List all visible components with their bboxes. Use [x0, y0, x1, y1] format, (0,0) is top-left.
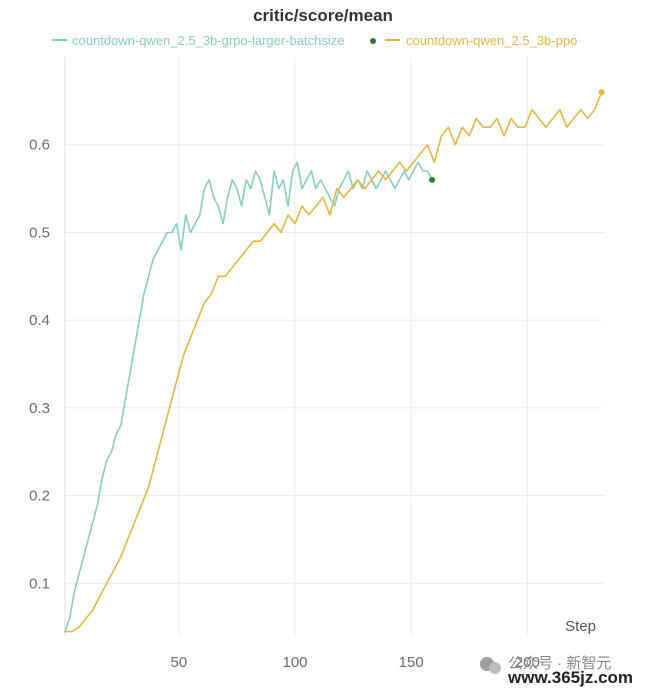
series-end-marker-0: [429, 176, 436, 183]
y-tick-label: 0.3: [29, 400, 50, 417]
grid: [65, 57, 604, 636]
y-tick-label: 0.4: [29, 312, 50, 329]
x-axis-label: Step: [565, 618, 596, 635]
chart-title: critic/score/mean: [253, 6, 393, 25]
series-end-marker-1: [598, 89, 605, 96]
legend-label-ppo[interactable]: countdown-qwen_2.5_3b-ppo: [406, 33, 577, 48]
x-ticks: 50 100 150 200: [170, 654, 539, 671]
series-layer: [64, 89, 605, 633]
x-tick-label: 150: [399, 654, 424, 671]
y-tick-label: 0.1: [29, 575, 50, 592]
y-tick-label: 0.5: [29, 224, 50, 241]
watermark: 公众号 · 新智元 www.365jz.com: [480, 654, 633, 687]
watermark-url: www.365jz.com: [507, 668, 633, 687]
wechat-icon-bubble: [489, 662, 501, 674]
y-tick-label: 0.6: [29, 137, 50, 154]
legend-label-grpo[interactable]: countdown-qwen_2.5_3b-grpo-larger-batchs…: [72, 33, 344, 48]
legend[interactable]: countdown-qwen_2.5_3b-grpo-larger-batchs…: [52, 33, 577, 48]
x-tick-label: 100: [282, 654, 307, 671]
y-tick-label: 0.2: [29, 488, 50, 505]
x-tick-label: 200: [515, 654, 540, 671]
y-ticks: 0.1 0.2 0.3 0.4 0.5 0.6: [29, 137, 50, 593]
watermark-channel: 公众号 · 新智元: [508, 654, 611, 672]
x-tick-label: 50: [170, 654, 187, 671]
series-line-1: [64, 91, 603, 633]
series-line-0: [64, 161, 433, 633]
legend-marker-grpo: [370, 38, 376, 44]
